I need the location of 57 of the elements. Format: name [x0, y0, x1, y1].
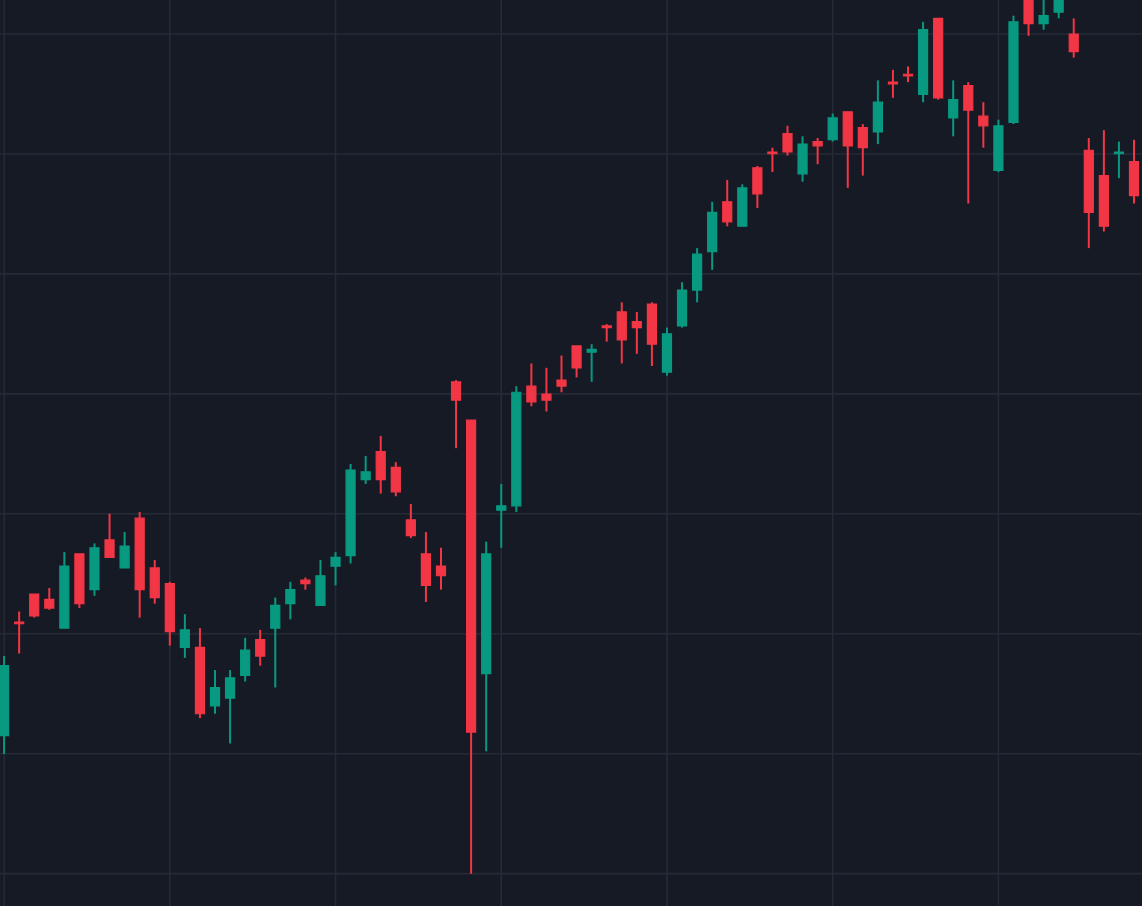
candlestick: [89, 542, 100, 597]
candlestick: [842, 110, 853, 189]
candlestick: [631, 310, 642, 355]
candlestick: [330, 551, 341, 587]
candlestick: [676, 281, 688, 329]
candlestick: [390, 461, 401, 498]
candlestick: [571, 344, 582, 379]
candlestick: [360, 455, 371, 485]
candlestick: [1128, 138, 1140, 205]
candlestick: [812, 137, 823, 166]
candlestick: [29, 593, 40, 619]
candlestick: [1023, 0, 1034, 37]
candlestick: [963, 81, 974, 205]
candlestick: [707, 200, 718, 271]
candlestick: [948, 79, 959, 138]
candlestick: [782, 124, 793, 157]
candlestick: [149, 559, 160, 605]
candlestick: [526, 362, 537, 408]
candlestick: [872, 79, 884, 146]
candlestick: [978, 101, 989, 149]
candlestick: [661, 326, 673, 377]
candlestick: [887, 68, 899, 99]
candlestick: [752, 164, 763, 209]
candlestick: [420, 531, 432, 603]
candlestick: [541, 366, 552, 413]
candlestick: [375, 434, 386, 495]
candlestick: [240, 636, 251, 683]
candlestick: [797, 135, 808, 183]
candlestick: [827, 112, 838, 143]
candlestick: [209, 669, 221, 715]
candlestick: [556, 354, 567, 394]
candlestick: [405, 503, 416, 540]
candlestick: [1038, 0, 1049, 31]
candlestick: [993, 118, 1004, 174]
candlestick: [119, 531, 130, 569]
candlestick: [270, 596, 281, 689]
candlestick: [435, 546, 447, 591]
candlestick: [857, 123, 868, 177]
candlestick: [1113, 140, 1125, 180]
candlestick: [586, 343, 597, 383]
candlestick: [285, 580, 296, 621]
candlestick: [616, 301, 627, 365]
candlestick: [737, 183, 748, 228]
candlestick: [255, 628, 266, 667]
candlestick: [646, 301, 658, 368]
candlestick: [224, 669, 236, 745]
candlestick: [179, 613, 190, 659]
candlestick: [44, 586, 55, 611]
candlestick: [1068, 17, 1079, 59]
candlestick: [315, 559, 326, 607]
candlestick: [767, 146, 778, 174]
candlestick: [104, 512, 115, 559]
candlestick: [722, 178, 733, 228]
candlestick: [691, 247, 703, 304]
candlestick: [496, 482, 507, 549]
candlestick: [450, 379, 462, 450]
candlestick: [14, 610, 25, 655]
